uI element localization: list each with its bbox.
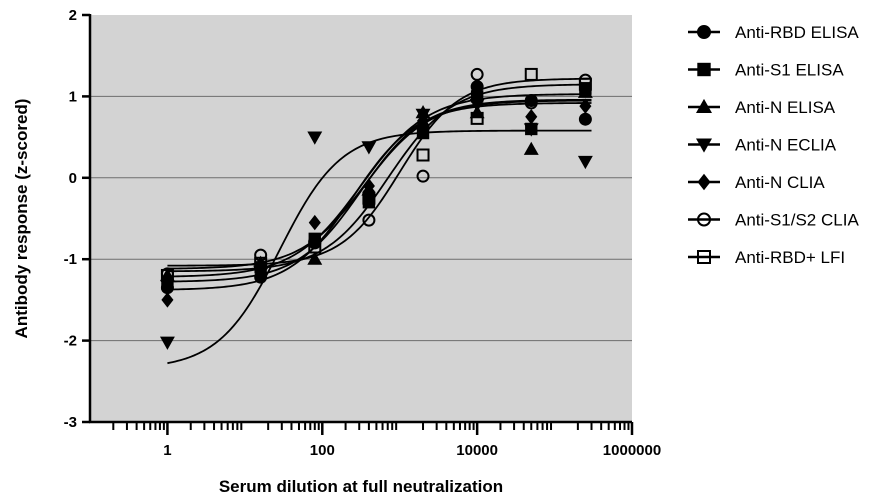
legend-item: Anti-RBD ELISA — [688, 23, 859, 42]
fit-curve — [167, 129, 592, 365]
fit-curves — [167, 77, 592, 365]
x-tick-label: 100 — [310, 442, 335, 459]
data-point — [524, 96, 538, 110]
data-point — [416, 148, 430, 162]
legend-marker — [697, 25, 711, 39]
data-point — [416, 169, 430, 183]
data-point — [361, 141, 377, 155]
legend: Anti-RBD ELISA Anti-S1 ELISA Anti-N ELISA A… — [688, 23, 859, 267]
x-axis-title: Serum dilution at full neutralization — [219, 477, 503, 496]
legend-item: Anti-S1/S2 CLIA — [688, 211, 859, 230]
data-point — [254, 259, 267, 276]
data-point — [470, 67, 484, 81]
data-point — [578, 112, 592, 126]
legend-item: Anti-N ELISA — [688, 98, 836, 117]
legend-item: Anti-N ECLIA — [688, 136, 837, 155]
y-tick-label: -2 — [64, 333, 77, 350]
legend-item: Anti-S1 ELISA — [688, 61, 844, 80]
legend-marker — [695, 138, 713, 153]
legend-label: Anti-RBD+ LFI — [735, 248, 845, 267]
fit-curve — [167, 77, 592, 267]
legend-marker — [697, 173, 711, 191]
data-point — [254, 248, 268, 262]
data-point — [524, 67, 538, 81]
data-point — [308, 232, 321, 246]
legend-label: Anti-N ELISA — [735, 98, 836, 117]
legend-label: Anti-N ECLIA — [735, 136, 837, 155]
x-tick-label: 1000000 — [603, 442, 661, 459]
data-points — [159, 67, 593, 350]
plot-background — [90, 15, 632, 422]
data-point — [161, 292, 174, 308]
data-point — [523, 141, 539, 155]
data-point — [362, 191, 376, 205]
fit-curve — [167, 83, 592, 273]
legend-item: Anti-N CLIA — [688, 173, 825, 192]
legend-marker — [697, 212, 711, 227]
data-point — [577, 84, 593, 98]
data-point — [307, 131, 323, 145]
y-tick-label: -1 — [64, 251, 77, 268]
data-point — [579, 98, 592, 114]
data-point — [308, 214, 321, 231]
data-point — [578, 77, 592, 91]
y-tick-label: 1 — [69, 88, 77, 105]
grid-lines — [90, 95, 632, 342]
legend-label: Anti-RBD ELISA — [735, 23, 859, 42]
x-tick-label: 1 — [163, 442, 171, 459]
data-point — [416, 126, 430, 140]
legend-marker — [697, 62, 711, 77]
data-point — [159, 336, 175, 350]
y-tick-label: 2 — [69, 7, 77, 24]
axes: -3 -2 -1 0 1 2 1 100 10000 1000000 — [64, 7, 662, 459]
data-point — [160, 268, 174, 282]
data-point — [308, 240, 322, 254]
y-tick-label: 0 — [69, 170, 77, 187]
fit-curve — [167, 102, 592, 291]
y-axis-title: Antibody response (z-scored) — [12, 99, 31, 339]
legend-label: Anti-N CLIA — [735, 173, 825, 192]
legend-item: Anti-RBD+ LFI — [688, 248, 845, 267]
y-tick-label: -3 — [64, 414, 77, 431]
data-point — [307, 251, 323, 265]
legend-marker — [697, 250, 711, 264]
data-point — [362, 213, 376, 227]
data-point — [577, 155, 593, 170]
data-point — [525, 109, 538, 125]
data-point — [416, 113, 430, 129]
legend-label: Anti-S1 ELISA — [735, 61, 844, 80]
legend-marker — [695, 98, 713, 114]
x-tick-label: 10000 — [456, 442, 498, 459]
data-point — [470, 111, 484, 125]
data-point — [362, 196, 376, 209]
data-point — [471, 92, 484, 109]
legend-label: Anti-S1/S2 CLIA — [735, 211, 859, 230]
data-point — [254, 256, 268, 270]
